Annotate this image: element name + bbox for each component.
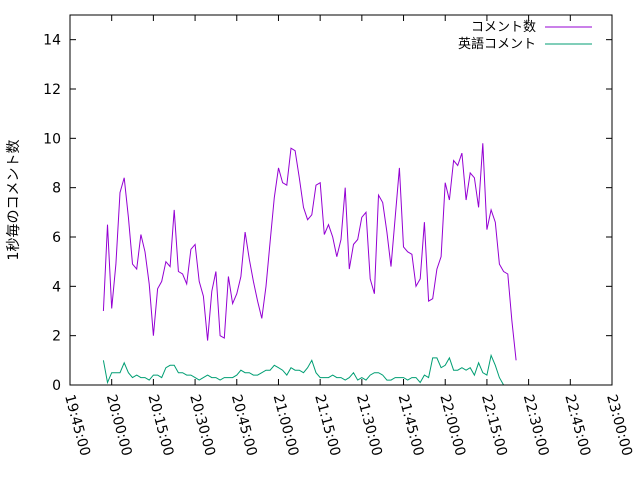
x-tick-label: 22:15:00: [478, 393, 510, 458]
y-tick-label: 2: [52, 329, 61, 345]
x-tick-label: 20:30:00: [186, 393, 218, 458]
x-tick-label: 21:30:00: [353, 393, 385, 458]
y-tick-label: 4: [52, 279, 61, 295]
x-tick-label: 21:45:00: [395, 393, 427, 458]
x-tick-label: 22:00:00: [436, 393, 468, 458]
y-tick-label: 8: [52, 181, 61, 197]
legend-label: 英語コメント: [458, 36, 536, 52]
series-lines: [102, 143, 517, 386]
series-line-1: [102, 143, 517, 361]
y-tick-label: 0: [52, 378, 61, 394]
x-tick-label: 22:30:00: [520, 393, 552, 458]
x-tick-label: 21:15:00: [311, 393, 343, 458]
x-tick-label: 22:45:00: [561, 393, 593, 458]
x-tick-label: 21:00:00: [270, 393, 302, 458]
series-line-2: [102, 353, 505, 386]
plot-frame: [69, 14, 613, 386]
y-tick-label: 6: [52, 230, 61, 246]
x-tick-label: 23:00:00: [603, 393, 635, 458]
y-axis-ticks: 0 2 4 6 8 10 12 14: [43, 33, 612, 394]
x-tick-label: 19:45:00: [61, 393, 93, 458]
y-axis-label: 1秒毎のコメント数: [6, 140, 22, 261]
x-tick-label: 20:15:00: [145, 393, 177, 458]
y-tick-label: 10: [43, 131, 61, 147]
x-tick-label: 20:00:00: [103, 393, 135, 458]
y-tick-label: 12: [43, 82, 61, 98]
y-tick-label: 14: [43, 33, 61, 49]
legend-label: コメント数: [471, 20, 536, 35]
x-tick-label: 20:45:00: [228, 393, 260, 458]
